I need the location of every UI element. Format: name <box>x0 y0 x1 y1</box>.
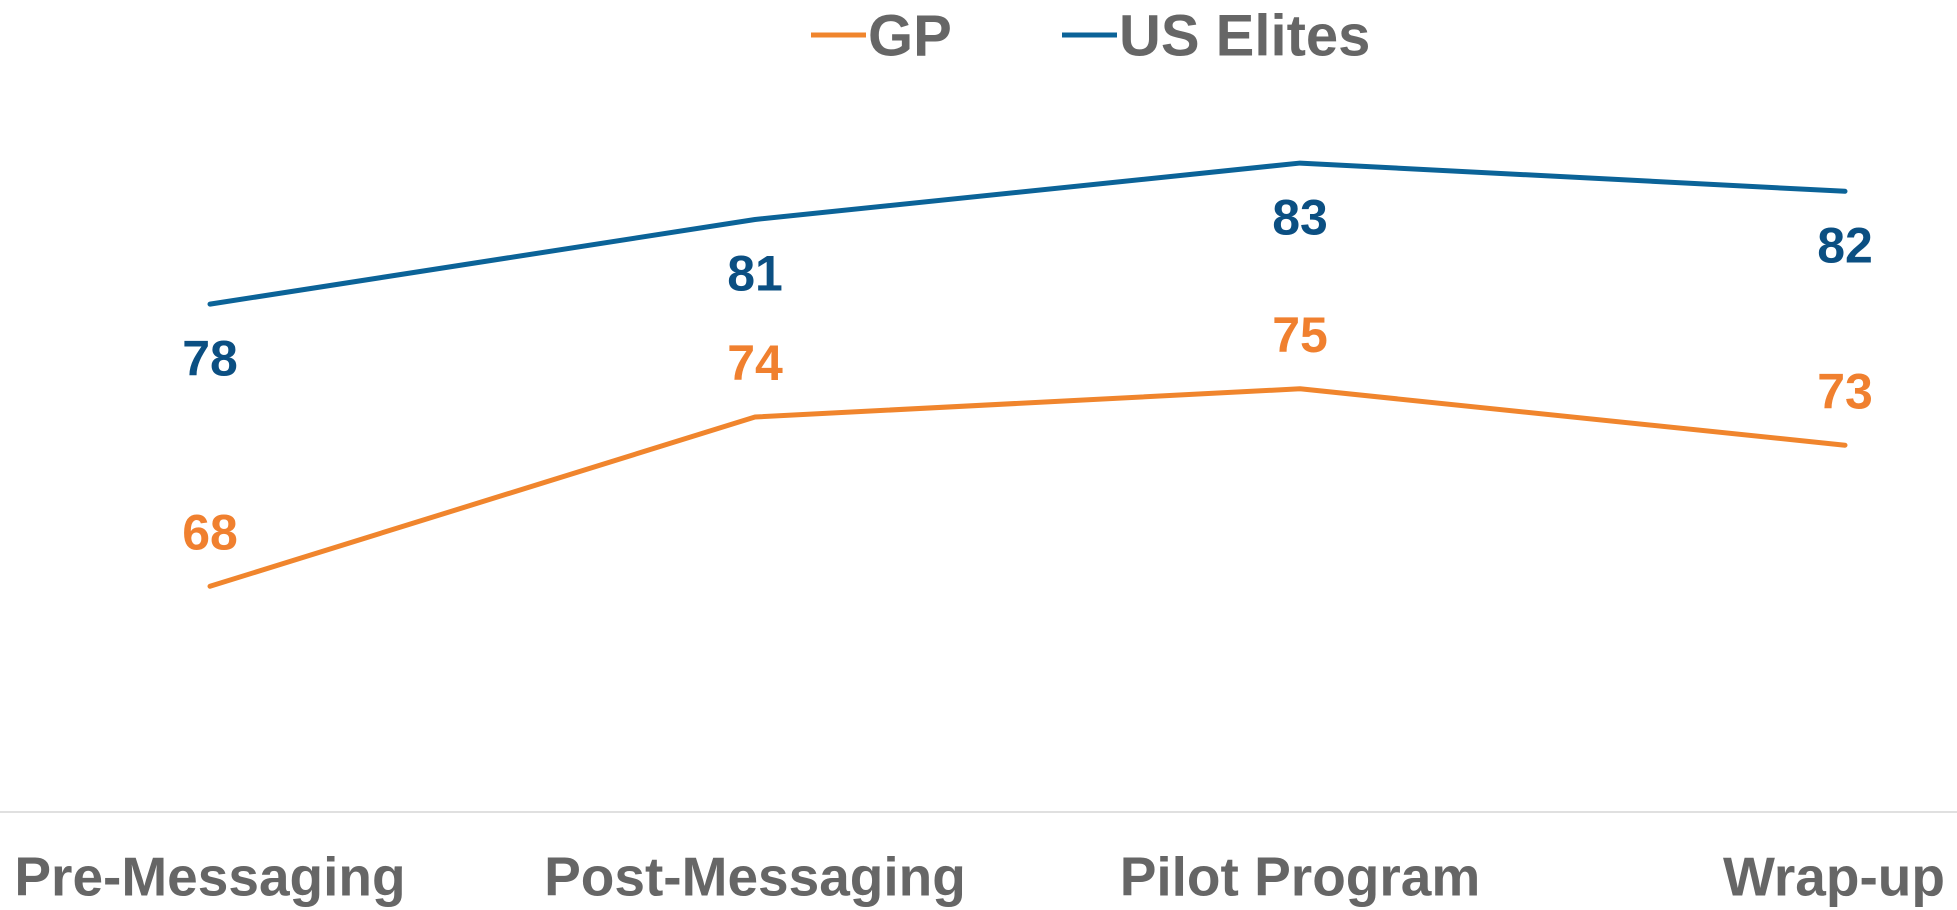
x-tick-label: Pilot Program <box>1120 846 1481 908</box>
data-label: 75 <box>1272 307 1328 363</box>
line <box>207 160 1848 307</box>
x-tick-label: Wrap-up <box>1723 846 1945 908</box>
data-label: 74 <box>727 335 783 391</box>
data-label: 82 <box>1817 217 1873 273</box>
data-label: 73 <box>1817 363 1873 419</box>
data-label: 68 <box>182 504 238 560</box>
x-tick-label: Post-Messaging <box>544 846 966 908</box>
line <box>207 386 1848 589</box>
data-label: 78 <box>182 330 238 386</box>
x-tick-label: Pre-Messaging <box>14 846 405 908</box>
data-label: 81 <box>727 246 783 302</box>
legend-label: US Elites <box>1119 3 1370 68</box>
legend-label: GP <box>868 3 952 68</box>
data-label: 83 <box>1272 189 1328 245</box>
